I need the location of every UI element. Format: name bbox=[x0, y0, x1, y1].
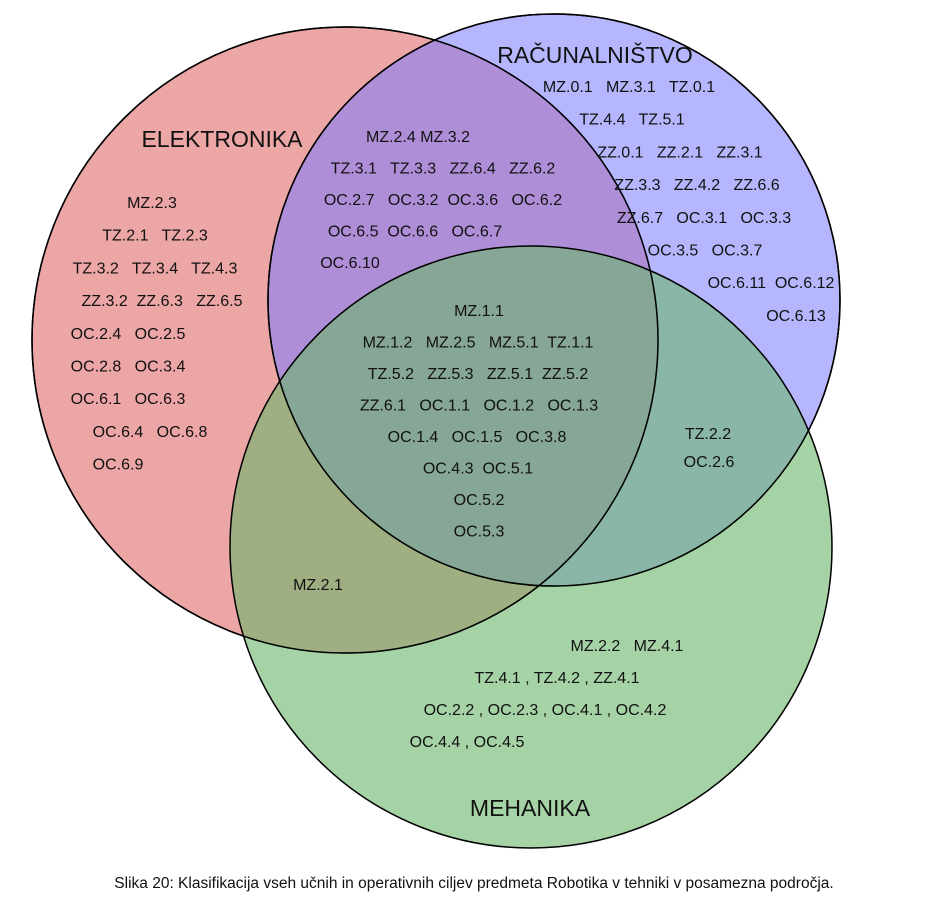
region-code-line: ZZ.6.1 OC.1.1 OC.1.2 OC.1.3 bbox=[360, 398, 598, 415]
region-code-line: MZ.2.1 bbox=[293, 577, 343, 594]
region-code-line: TZ.4.1 , TZ.4.2 , ZZ.4.1 bbox=[474, 670, 639, 687]
circle-elektronika-outline bbox=[31, 26, 659, 654]
region-code-line: MZ.1.2 MZ.2.5 MZ.5.1 TZ.1.1 bbox=[363, 335, 594, 352]
region-code-line: ZZ.6.7 OC.3.1 OC.3.3 bbox=[617, 210, 791, 227]
set-label-elektronika: ELEKTRONIKA bbox=[141, 126, 303, 152]
region-code-line: TZ.3.1 TZ.3.3 ZZ.6.4 ZZ.6.2 bbox=[331, 161, 556, 178]
circle-mehanika bbox=[229, 245, 833, 849]
set-label-racunalnistvo: RAČUNALNIŠTVO bbox=[497, 41, 693, 68]
region-code-line: TZ.2.2 bbox=[685, 426, 731, 443]
region-code-line: OC.2.7 OC.3.2 OC.3.6 OC.6.2 bbox=[324, 192, 562, 209]
region-code-line: OC.1.4 OC.1.5 OC.3.8 bbox=[388, 429, 567, 446]
region-code-line: ZZ.3.2 ZZ.6.3 ZZ.6.5 bbox=[82, 293, 243, 310]
region-code-line: OC.2.6 bbox=[684, 454, 735, 471]
region-code-line: ZZ.3.3 ZZ.4.2 ZZ.6.6 bbox=[614, 177, 779, 194]
region-code-line: OC.2.4 OC.2.5 bbox=[71, 326, 186, 343]
region-code-line: OC.6.11 OC.6.12 bbox=[708, 275, 835, 292]
region-code-line: OC.3.5 OC.3.7 bbox=[648, 243, 763, 260]
region-elektronika-mehanika: MZ.2.1 bbox=[293, 577, 343, 594]
region-code-line: MZ.2.4 MZ.3.2 bbox=[366, 129, 470, 146]
region-code-line: OC.6.4 OC.6.8 bbox=[93, 424, 208, 441]
region-mehanika-only: MZ.2.2 MZ.4.1 TZ.4.1 , TZ.4.2 , ZZ.4.1 OC.… bbox=[410, 638, 684, 751]
region-code-line: MZ.2.2 MZ.4.1 bbox=[571, 638, 684, 655]
region-code-line: OC.6.5 OC.6.6 OC.6.7 bbox=[328, 224, 502, 241]
region-racunalnistvo-only: MZ.0.1 MZ.3.1 TZ.0.1 TZ.4.4 TZ.5.1 ZZ.0.1 … bbox=[543, 79, 835, 325]
region-code-line: MZ.2.3 bbox=[127, 195, 177, 212]
region-code-line: OC.6.9 bbox=[93, 457, 144, 474]
region-code-line: MZ.0.1 MZ.3.1 TZ.0.1 bbox=[543, 79, 715, 96]
region-code-line: OC.5.2 bbox=[454, 492, 505, 509]
region-code-line: TZ.5.2 ZZ.5.3 ZZ.5.1 ZZ.5.2 bbox=[368, 366, 589, 383]
region-code-line: TZ.3.2 TZ.3.4 TZ.4.3 bbox=[73, 260, 238, 277]
region-code-line: OC.4.3 OC.5.1 bbox=[423, 461, 533, 478]
figure-caption: Slika 20: Klasifikacija vseh učnih in op… bbox=[114, 875, 833, 892]
region-racunalnistvo-mehanika: TZ.2.2 OC.2.6 bbox=[684, 426, 735, 471]
region-code-line: MZ.1.1 bbox=[454, 303, 504, 320]
region-code-line: TZ.2.1 TZ.2.3 bbox=[102, 228, 208, 245]
circle-racunalnistvo-outline bbox=[267, 13, 841, 587]
region-code-line: OC.5.3 bbox=[454, 524, 505, 541]
region-elektronika-only: MZ.2.3 TZ.2.1 TZ.2.3 TZ.3.2 TZ.3.4 TZ.4.3 Z… bbox=[71, 195, 243, 474]
region-code-line: ZZ.0.1 ZZ.2.1 ZZ.3.1 bbox=[597, 144, 762, 161]
region-code-line: OC.2.8 OC.3.4 bbox=[71, 359, 186, 376]
region-code-line: OC.6.10 bbox=[320, 255, 380, 272]
region-code-line: OC.2.2 , OC.2.3 , OC.4.1 , OC.4.2 bbox=[424, 702, 667, 719]
region-code-line: OC.4.4 , OC.4.5 bbox=[410, 734, 525, 751]
region-code-line: OC.6.13 bbox=[766, 308, 826, 325]
region-code-line: TZ.4.4 TZ.5.1 bbox=[579, 112, 685, 129]
region-elektronika-racunalnistvo: MZ.2.4 MZ.3.2 TZ.3.1 TZ.3.3 ZZ.6.4 ZZ.6.2… bbox=[320, 129, 562, 272]
region-code-line: OC.6.1 OC.6.3 bbox=[71, 391, 186, 408]
region-all-three: MZ.1.1 MZ.1.2 MZ.2.5 MZ.5.1 TZ.1.1 TZ.5.2 … bbox=[360, 303, 598, 541]
set-label-mehanika: MEHANIKA bbox=[470, 795, 591, 821]
